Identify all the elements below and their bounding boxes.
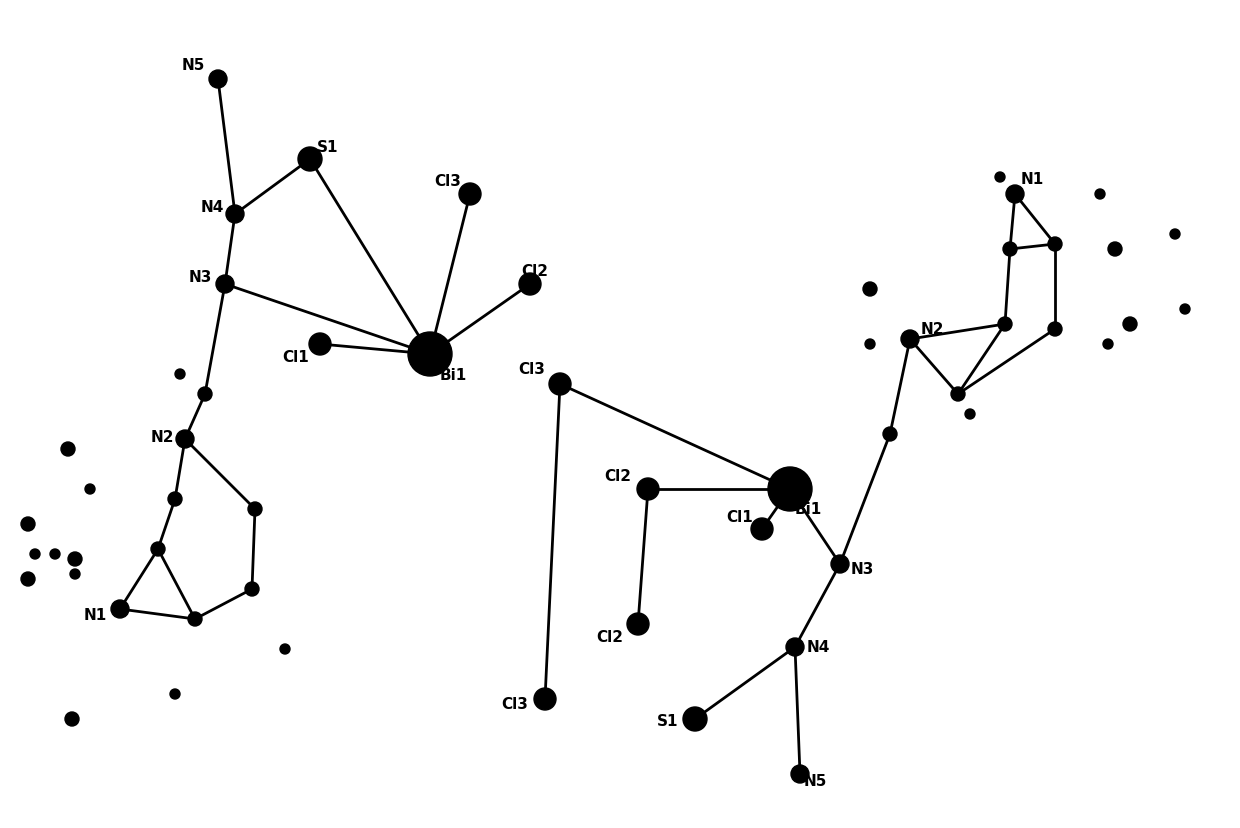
Circle shape [1048,323,1061,337]
Circle shape [1095,190,1105,200]
Text: S1: S1 [317,140,339,156]
Circle shape [188,612,202,626]
Text: N5: N5 [181,57,205,72]
Circle shape [1109,243,1122,257]
Circle shape [998,318,1012,331]
Circle shape [175,369,185,379]
Text: N1: N1 [83,607,107,622]
Circle shape [68,552,82,566]
Text: N1: N1 [1021,172,1044,187]
Text: Cl2: Cl2 [522,264,548,279]
Circle shape [176,431,193,449]
Circle shape [198,388,212,402]
Circle shape [309,334,331,355]
Circle shape [951,388,965,402]
Circle shape [786,638,804,657]
Circle shape [866,339,875,349]
Circle shape [520,274,541,296]
Circle shape [1006,185,1024,204]
Circle shape [1180,305,1190,315]
Circle shape [112,600,129,619]
Text: Cl3: Cl3 [501,696,528,711]
Circle shape [21,518,35,532]
Circle shape [408,333,453,377]
Circle shape [1048,238,1061,252]
Text: Cl3: Cl3 [518,362,546,377]
Circle shape [30,549,40,560]
Circle shape [64,712,79,726]
Circle shape [167,493,182,507]
Circle shape [751,518,773,541]
Circle shape [21,572,35,586]
Circle shape [791,765,808,783]
Circle shape [863,282,877,296]
Text: N3: N3 [851,562,874,577]
Text: Bi1: Bi1 [439,367,466,382]
Circle shape [994,173,1004,183]
Circle shape [86,484,95,494]
Text: S1: S1 [657,714,678,729]
Text: Cl2: Cl2 [605,469,631,484]
Circle shape [637,479,658,500]
Text: Bi1: Bi1 [795,502,822,517]
Circle shape [280,644,290,654]
Circle shape [1104,339,1114,349]
Circle shape [831,556,849,573]
Circle shape [627,614,649,635]
Text: N4: N4 [201,200,223,215]
Circle shape [1171,229,1180,240]
Circle shape [459,184,481,205]
Circle shape [248,503,262,517]
Text: N4: N4 [806,640,830,655]
Circle shape [246,582,259,596]
Circle shape [210,71,227,89]
Circle shape [965,410,975,420]
Circle shape [534,688,556,710]
Circle shape [683,707,707,731]
Circle shape [216,276,234,294]
Circle shape [61,442,74,456]
Text: Cl1: Cl1 [283,349,309,364]
Circle shape [298,148,322,171]
Text: Cl2: Cl2 [596,628,624,643]
Text: N2: N2 [150,429,174,444]
Circle shape [151,542,165,556]
Text: Cl1: Cl1 [727,510,754,525]
Text: Cl3: Cl3 [434,174,461,190]
Text: N2: N2 [920,322,944,337]
Circle shape [549,373,570,396]
Circle shape [50,549,60,560]
Text: N3: N3 [188,270,212,285]
Circle shape [1003,243,1017,257]
Circle shape [226,205,244,224]
Text: N5: N5 [804,773,827,788]
Circle shape [1123,318,1137,331]
Circle shape [69,570,81,580]
Circle shape [768,468,812,512]
Circle shape [901,330,919,349]
Circle shape [883,427,897,441]
Circle shape [170,689,180,699]
